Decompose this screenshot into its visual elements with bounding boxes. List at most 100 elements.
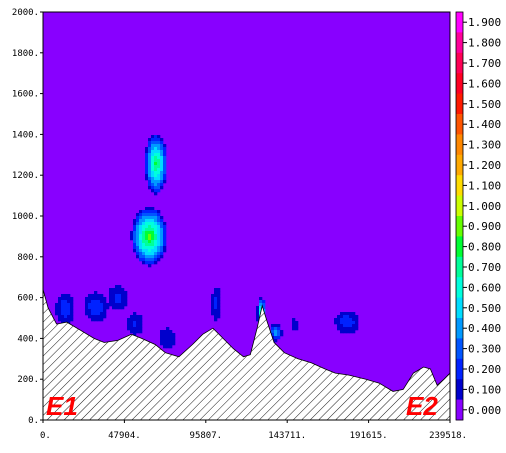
contour-cell [355,315,359,319]
contour-cell [151,261,155,265]
contour-cell [151,237,155,241]
colorbar-label: 0.800 [468,241,501,254]
contour-cell [145,249,149,253]
colorbar-swatch [456,175,463,196]
contour-cell [97,294,101,298]
contour-cell [142,240,146,244]
contour-cell [109,303,113,307]
contour-cell [259,306,263,310]
contour-cell [148,138,152,142]
x-axis: 0. 47904. 95807. 143711. 191615. 239518. [40,420,467,441]
contour-cell [280,330,284,334]
contour-cell [355,324,359,328]
contour-cell [214,300,218,304]
contour-cell [145,228,149,232]
contour-cell [160,336,164,340]
contour-cell [214,291,218,295]
contour-cell [139,255,143,259]
contour-cell [340,321,344,325]
contour-cell [154,174,158,178]
contour-cell [148,183,152,187]
contour-cell [154,159,158,163]
contour-cell [115,291,119,295]
contour-cell [160,144,164,148]
plot-area [42,11,451,421]
contour-cell [148,171,152,175]
colorbar-label: 1.300 [468,139,501,152]
contour-cell [91,312,95,316]
contour-cell [130,330,134,334]
contour-cell [337,327,341,331]
contour-cell [256,318,260,322]
contour-cell [148,156,152,160]
contour-cell [163,240,167,244]
contour-cell [85,309,89,313]
contour-cell [136,222,140,226]
contour-cell [142,225,146,229]
contour-cell [157,177,161,181]
contour-cell [337,318,341,322]
contour-cell [352,321,356,325]
contour-cell [139,210,143,214]
contour-cell [157,222,161,226]
contour-cell [277,333,281,337]
contour-cell [118,288,122,292]
contour-cell [130,318,134,322]
colorbar-swatch [456,216,463,237]
colorbar-swatch [456,399,463,421]
contour-cell [148,219,152,223]
contour-cell [355,327,359,331]
contour-cell [172,333,176,337]
contour-cell [139,228,143,232]
contour-cell [115,288,119,292]
colorbar-frame [455,11,464,421]
contour-cell [163,333,167,337]
contour-cell [160,150,164,154]
contour-cell [211,300,215,304]
contour-cell [148,153,152,157]
contour-cell [97,300,101,304]
contour-cell [136,249,140,253]
contour-cell [124,300,128,304]
y-tick-label: 400. [17,334,39,344]
contour-cell [163,342,167,346]
contour-cell [160,333,164,337]
contour-cell [217,297,221,301]
corner-label-e1: E1 [46,391,78,421]
contour-cell [256,315,260,319]
contour-cell [97,315,101,319]
contour-cell [160,249,164,253]
contour-cell [151,150,155,154]
contour-cell [163,228,167,232]
contour-cell [91,315,95,319]
contour-cell [94,303,98,307]
contour-cell [274,336,278,340]
contour-cell [214,312,218,316]
contour-cell [133,222,137,226]
contour-cell [112,288,116,292]
contour-cell [61,303,65,307]
contour-cell [133,234,137,238]
colorbar-swatch [456,318,463,339]
x-tick-label: 143711. [268,431,306,441]
contour-cell [154,141,158,145]
contour-cell [262,300,266,304]
contour-cell [256,306,260,310]
contour-cell [352,327,356,331]
contour-cell [151,210,155,214]
contour-cell [211,312,215,316]
contour-cell [211,309,215,313]
contour-cell [157,174,161,178]
contour-cell [163,246,167,250]
contour-cell [145,258,149,262]
contour-cell [274,324,278,328]
contour-cell [151,255,155,259]
contour-cell [136,231,140,235]
contour-cell [94,309,98,313]
contour-cell [343,321,347,325]
contour-cell [97,318,101,322]
contour-cell [337,321,341,325]
contour-cell [160,252,164,256]
contour-cell [145,174,149,178]
